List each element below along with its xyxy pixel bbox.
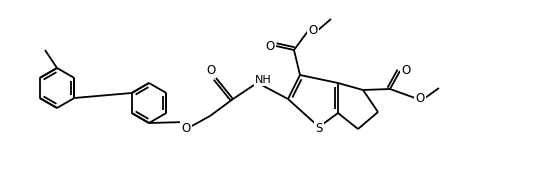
Text: O: O	[265, 40, 274, 52]
Text: O: O	[206, 63, 216, 76]
Text: O: O	[181, 122, 191, 135]
Text: NH: NH	[255, 75, 271, 85]
Text: S: S	[316, 122, 322, 135]
Text: O: O	[415, 91, 425, 104]
Text: O: O	[401, 64, 410, 77]
Text: O: O	[309, 24, 318, 37]
